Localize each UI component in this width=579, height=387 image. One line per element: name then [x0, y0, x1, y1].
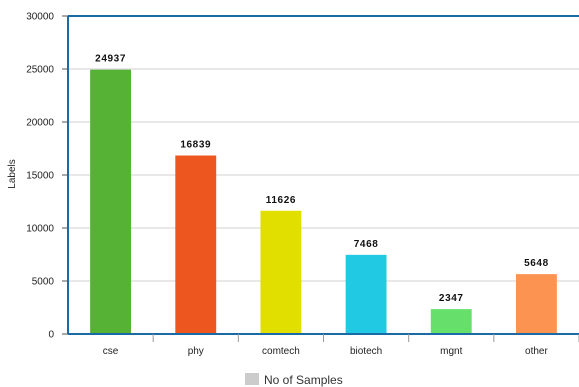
x-tick-label: biotech: [350, 346, 382, 357]
y-tick-label: 20000: [26, 118, 54, 129]
x-tick-label: other: [525, 346, 548, 357]
y-axis-title: Labels: [7, 159, 18, 188]
data-label: 11626: [266, 195, 296, 206]
legend-label: No of Samples: [264, 373, 343, 387]
bar[interactable]: [175, 155, 217, 334]
bar[interactable]: [345, 254, 387, 334]
bar[interactable]: [260, 210, 302, 334]
grid-lines: [68, 15, 579, 282]
legend-swatch: [245, 373, 259, 385]
y-tick-label: 30000: [26, 12, 54, 23]
bars: [90, 69, 557, 335]
y-tick-label: 25000: [26, 65, 54, 76]
data-label: 7468: [354, 239, 379, 250]
y-tick-label: 15000: [26, 171, 54, 182]
x-tick-label: mgnt: [440, 346, 462, 357]
data-labels: 24937 16839 11626 7468 2347 5648: [95, 54, 549, 304]
data-label: 2347: [439, 293, 464, 304]
data-label: 5648: [524, 258, 549, 269]
y-tick-labels: 0 5000 10000 15000 20000 25000 30000: [26, 12, 54, 341]
y-tick-label: 5000: [32, 277, 55, 288]
axes: [62, 15, 579, 342]
bar[interactable]: [430, 309, 472, 334]
y-tick-label: 10000: [26, 224, 54, 235]
bar[interactable]: [90, 69, 132, 335]
y-tick-label: 0: [48, 330, 54, 341]
x-tick-label: comtech: [262, 346, 300, 357]
data-label: 16839: [180, 140, 211, 151]
data-label: 24937: [95, 54, 126, 65]
x-tick-label: cse: [103, 346, 119, 357]
legend[interactable]: No of Samples: [245, 373, 343, 387]
x-tick-labels: cse phy comtech biotech mgnt other: [103, 346, 549, 357]
bar[interactable]: [515, 274, 557, 334]
x-tick-label: phy: [188, 346, 204, 357]
